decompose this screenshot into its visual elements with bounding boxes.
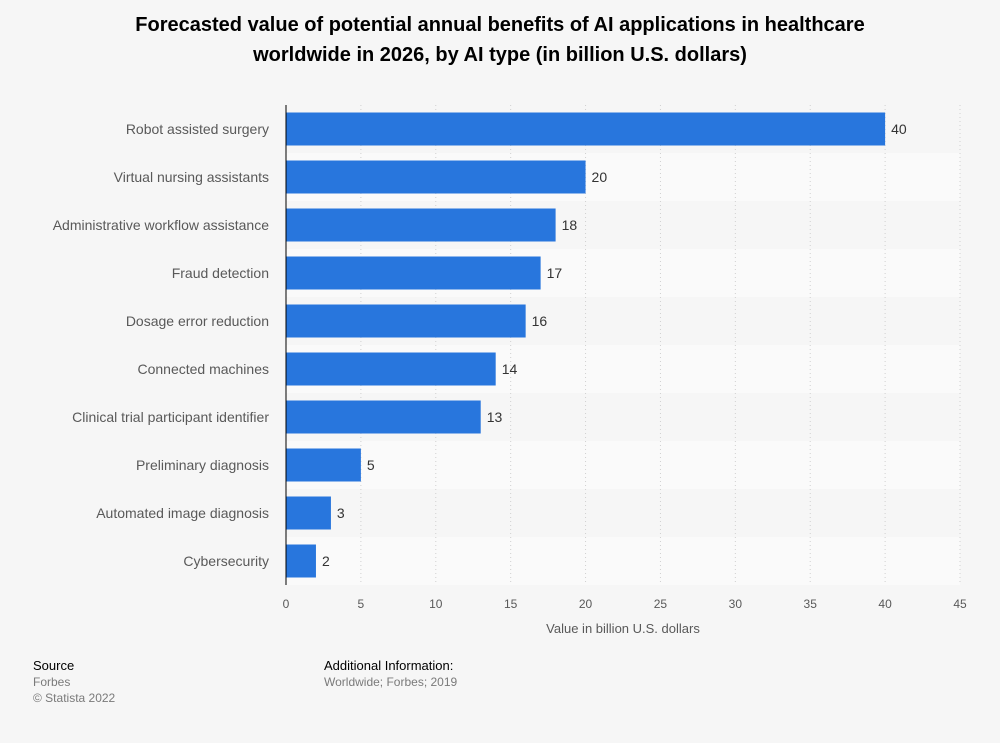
value-label: 20: [592, 169, 608, 185]
x-tick-label: 40: [878, 597, 892, 611]
source-name: Forbes: [33, 675, 71, 689]
category-label: Dosage error reduction: [126, 313, 269, 329]
x-tick-label: 0: [283, 597, 290, 611]
value-label: 13: [487, 409, 503, 425]
category-label: Robot assisted surgery: [126, 121, 269, 137]
x-tick-label: 35: [804, 597, 818, 611]
x-tick-label: 15: [504, 597, 518, 611]
source-heading: Source: [33, 658, 75, 673]
category-label: Virtual nursing assistants: [114, 169, 269, 185]
category-label: Administrative workflow assistance: [53, 217, 270, 233]
bar: [286, 112, 886, 146]
value-label: 17: [547, 265, 563, 281]
bar: [286, 544, 316, 578]
x-tick-label: 25: [654, 597, 668, 611]
x-tick-label: 20: [579, 597, 593, 611]
additional-info-block: Additional Information: Worldwide; Forbe…: [324, 658, 457, 690]
category-label: Fraud detection: [172, 265, 269, 281]
row-band: [286, 537, 960, 585]
value-label: 14: [502, 361, 518, 377]
category-label: Automated image diagnosis: [96, 505, 269, 521]
x-tick-label: 30: [729, 597, 743, 611]
row-band: [286, 441, 960, 489]
additional-info-heading: Additional Information:: [324, 658, 454, 673]
category-label: Connected machines: [137, 361, 269, 377]
value-label: 18: [562, 217, 578, 233]
bar: [286, 256, 541, 290]
bar: [286, 208, 556, 242]
category-label: Cybersecurity: [183, 553, 269, 569]
x-tick-label: 5: [358, 597, 365, 611]
bar: [286, 448, 361, 482]
chart-title-line-1: Forecasted value of potential annual ben…: [135, 14, 865, 36]
additional-info-text: Worldwide; Forbes; 2019: [324, 675, 458, 689]
bar: [286, 304, 526, 338]
source-block: Source Forbes © Statista 2022: [33, 658, 115, 706]
value-label: 3: [337, 505, 345, 521]
chart-title: Forecasted value of potential annual ben…: [0, 10, 1000, 70]
copyright: © Statista 2022: [33, 691, 116, 705]
x-tick-label: 45: [953, 597, 967, 611]
chart-title-line-2: worldwide in 2026, by AI type (in billio…: [253, 44, 747, 66]
bar: [286, 496, 331, 530]
bar: [286, 400, 481, 434]
value-label: 40: [891, 121, 907, 137]
value-label: 5: [367, 457, 375, 473]
x-axis-title: Value in billion U.S. dollars: [546, 621, 700, 636]
category-label: Preliminary diagnosis: [136, 457, 269, 473]
bar: [286, 160, 586, 194]
value-label: 16: [532, 313, 548, 329]
value-label: 2: [322, 553, 330, 569]
x-tick-label: 10: [429, 597, 443, 611]
bar: [286, 352, 496, 386]
category-label: Clinical trial participant identifier: [72, 409, 269, 425]
